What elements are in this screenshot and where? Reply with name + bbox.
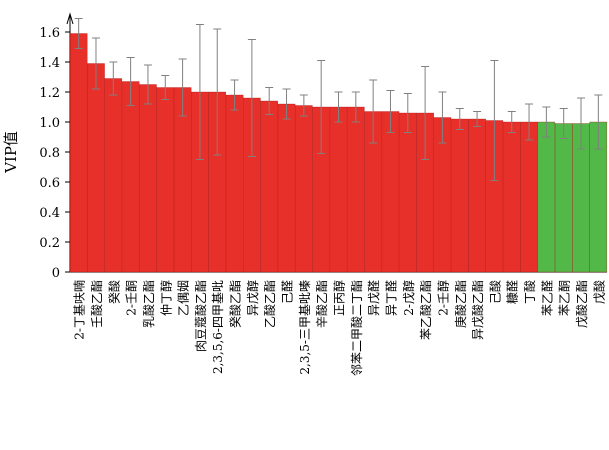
- category-label: 仲丁醇: [158, 280, 173, 316]
- error-bars: [74, 18, 603, 181]
- category-label: 壬酸乙酯: [89, 280, 104, 328]
- category-label: 苯乙酮: [558, 280, 572, 316]
- bar: [69, 33, 88, 273]
- category-label: 癸酸: [106, 280, 121, 304]
- bar: [295, 105, 313, 273]
- category-label: 乳酸乙酯: [141, 280, 156, 328]
- category-label: 2,3,5-三甲基吡嗪: [298, 280, 312, 375]
- y-axis-arrow: [66, 12, 74, 25]
- y-tick-label: 0: [52, 266, 60, 281]
- y-tick-label: 0.8: [39, 146, 60, 161]
- bar: [277, 103, 296, 273]
- category-label: 异戊酸乙酯: [470, 280, 485, 340]
- bar: [121, 81, 140, 273]
- category-label: 辛酸乙酯: [314, 280, 329, 328]
- category-label: 正丙醇: [332, 280, 347, 316]
- bars: [69, 33, 608, 273]
- category-label: 糠醛: [505, 280, 520, 304]
- category-label: 己醛: [280, 280, 295, 304]
- y-tick-label: 0.6: [39, 176, 60, 191]
- y-tick-label: 1.6: [39, 26, 60, 41]
- y-tick-label: 1.4: [39, 56, 60, 71]
- bar: [554, 123, 573, 273]
- category-label: 异丁醛: [383, 280, 398, 316]
- bar: [399, 112, 417, 273]
- bar: [156, 87, 174, 273]
- bar: [381, 111, 400, 273]
- category-label: 2-戊醇: [401, 280, 416, 316]
- category-label: 邻苯二甲酸二丁酯: [349, 280, 364, 376]
- y-tick-label: 0.2: [39, 236, 60, 251]
- bar: [104, 78, 123, 273]
- bar: [260, 100, 278, 273]
- bar: [520, 121, 538, 273]
- bar: [503, 121, 521, 273]
- bar: [468, 118, 486, 273]
- category-labels: 2-丁基呋喃 壬酸乙酯 癸酸 2-壬酮 乳酸乙酯 仲丁醇 乙偶姻 肉豆蔻酸乙酯 2,3,5,6-…: [72, 280, 607, 376]
- y-tick-label: 0.4: [39, 206, 60, 221]
- category-label: 庚酸乙酯: [453, 280, 468, 328]
- bar: [537, 121, 556, 273]
- y-tick-label: 1.0: [39, 116, 60, 131]
- category-label: 肉豆蔻酸乙酯: [193, 280, 208, 352]
- category-label: 2-丁基呋喃: [72, 280, 87, 340]
- category-label: 2-壬酮: [125, 280, 139, 316]
- category-label: 2-壬醇: [435, 280, 450, 316]
- bar: [329, 106, 348, 273]
- category-label: 丁酸: [522, 280, 537, 304]
- bar: [347, 106, 365, 273]
- bar: [87, 63, 105, 273]
- bar: [451, 118, 469, 273]
- y-tick-label: 1.2: [39, 86, 60, 101]
- category-label: 苯乙醛: [539, 280, 554, 316]
- category-label: 戊酸: [591, 280, 606, 304]
- category-label: 己酸: [487, 280, 502, 304]
- bar: [225, 94, 244, 273]
- category-label: 乙偶姻: [176, 280, 191, 316]
- y-axis-title: VIP值: [2, 131, 20, 174]
- category-label: 戊酸乙酯: [574, 280, 589, 328]
- category-label: 苯乙酸乙酯: [418, 280, 433, 340]
- category-label: 癸酸乙酯: [228, 280, 243, 328]
- category-label: 2,3,5,6-四甲基吡: [211, 280, 225, 374]
- category-label: 异戊醇: [245, 280, 260, 316]
- bar: [139, 84, 157, 273]
- category-label: 乙酸乙酯: [262, 280, 277, 328]
- category-label: 异戊醛: [366, 280, 381, 316]
